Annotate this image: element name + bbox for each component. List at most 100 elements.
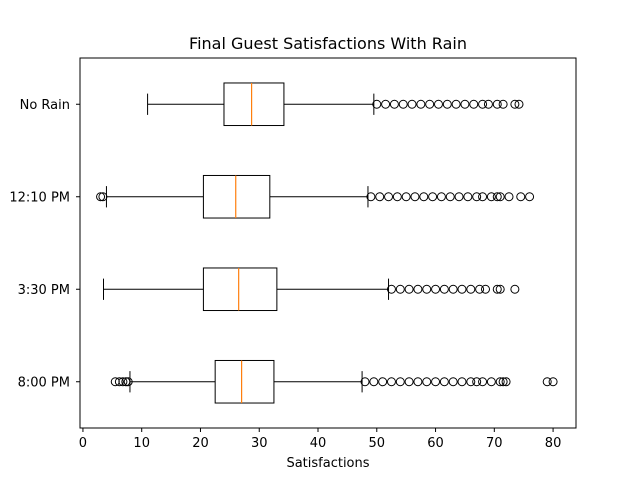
outlier-point (431, 377, 441, 387)
box (214, 359, 275, 404)
outlier-point (436, 192, 446, 202)
outlier-point (457, 377, 467, 387)
x-tick-label: 80 (545, 436, 562, 451)
outlier-point (492, 192, 502, 202)
outlier-point (478, 192, 488, 202)
plot-area (96, 82, 558, 404)
outlier-point (439, 284, 449, 294)
y-tick-label: 3:30 PM (18, 283, 70, 298)
box (223, 82, 285, 127)
outlier-point (392, 192, 402, 202)
outlier-point (504, 192, 514, 202)
outlier-point (381, 99, 391, 109)
outlier-point (433, 99, 443, 109)
outlier-point (407, 99, 417, 109)
outlier-point (395, 284, 405, 294)
outlier-point (121, 377, 131, 387)
x-tick-label: 20 (192, 436, 209, 451)
box (202, 174, 271, 219)
outlier-point (542, 377, 552, 387)
outlier-point (445, 192, 455, 202)
outlier-point (378, 377, 388, 387)
outlier-point (480, 284, 490, 294)
outlier-point (478, 377, 488, 387)
outlier-point (401, 192, 411, 202)
x-tick-label: 60 (427, 436, 444, 451)
y-tick-label: No Rain (20, 98, 70, 113)
outlier-point (360, 377, 370, 387)
outlier-point (369, 377, 379, 387)
outlier-point (516, 192, 526, 202)
outlier-point (466, 284, 476, 294)
box-group (103, 267, 520, 312)
outlier-point (419, 192, 429, 202)
box-group (147, 82, 524, 127)
x-tick-label: 30 (251, 436, 268, 451)
outlier-point (448, 377, 458, 387)
outlier-point (375, 192, 385, 202)
outlier-point (492, 284, 502, 294)
outlier-point (472, 377, 482, 387)
x-axis-label: Satisfactions (286, 456, 369, 471)
outlier-point (416, 99, 426, 109)
outlier-point (498, 99, 508, 109)
outlier-point (442, 99, 452, 109)
outlier-point (439, 377, 449, 387)
outlier-point (454, 192, 464, 202)
outlier-point (469, 99, 479, 109)
outlier-point (451, 99, 461, 109)
y-axis: No Rain 12:10 PM 3:30 PM 8:00 PM (9, 98, 80, 390)
outlier-point (486, 192, 496, 202)
outlier-point (510, 99, 520, 109)
outlier-point (495, 284, 505, 294)
box (202, 267, 278, 312)
outlier-point (404, 377, 414, 387)
outlier-point (386, 284, 396, 294)
outlier-point (548, 377, 558, 387)
y-tick-label: 12:10 PM (9, 190, 70, 205)
outlier-point (413, 377, 423, 387)
outlier-point (466, 377, 476, 387)
x-tick-label: 70 (486, 436, 503, 451)
x-tick-label: 40 (310, 436, 327, 451)
outlier-point (118, 377, 128, 387)
outlier-point (410, 192, 420, 202)
outlier-point (525, 192, 535, 202)
outlier-point (425, 99, 435, 109)
outlier-point (404, 284, 414, 294)
chart-title: Final Guest Satisfactions With Rain (189, 34, 467, 53)
outlier-point (398, 99, 408, 109)
outlier-point (96, 192, 106, 202)
outlier-point (413, 284, 423, 294)
outlier-point (422, 377, 432, 387)
y-tick-label: 8:00 PM (18, 375, 70, 390)
outlier-point (498, 377, 508, 387)
outlier-point (384, 192, 394, 202)
outlier-point (428, 192, 438, 202)
outlier-point (386, 377, 396, 387)
outlier-point (514, 99, 524, 109)
plot-frame (79, 57, 577, 429)
outlier-point (510, 284, 520, 294)
outlier-point (366, 192, 376, 202)
outlier-point (123, 377, 133, 387)
outlier-point (395, 377, 405, 387)
x-tick-label: 50 (369, 436, 386, 451)
outlier-point (457, 284, 467, 294)
outlier-point (483, 99, 493, 109)
x-axis: 0 10 20 30 40 50 60 70 80 (79, 428, 562, 451)
outlier-point (501, 377, 511, 387)
outlier-point (431, 284, 441, 294)
outlier-point (422, 284, 432, 294)
outlier-point (492, 99, 502, 109)
outlier-point (114, 377, 124, 387)
outlier-point (463, 192, 473, 202)
outlier-point (475, 284, 485, 294)
x-tick-label: 0 (79, 436, 87, 451)
outlier-point (472, 192, 482, 202)
outlier-point (448, 284, 458, 294)
outlier-point (389, 99, 399, 109)
outlier-point (460, 99, 470, 109)
outlier-point (478, 99, 488, 109)
